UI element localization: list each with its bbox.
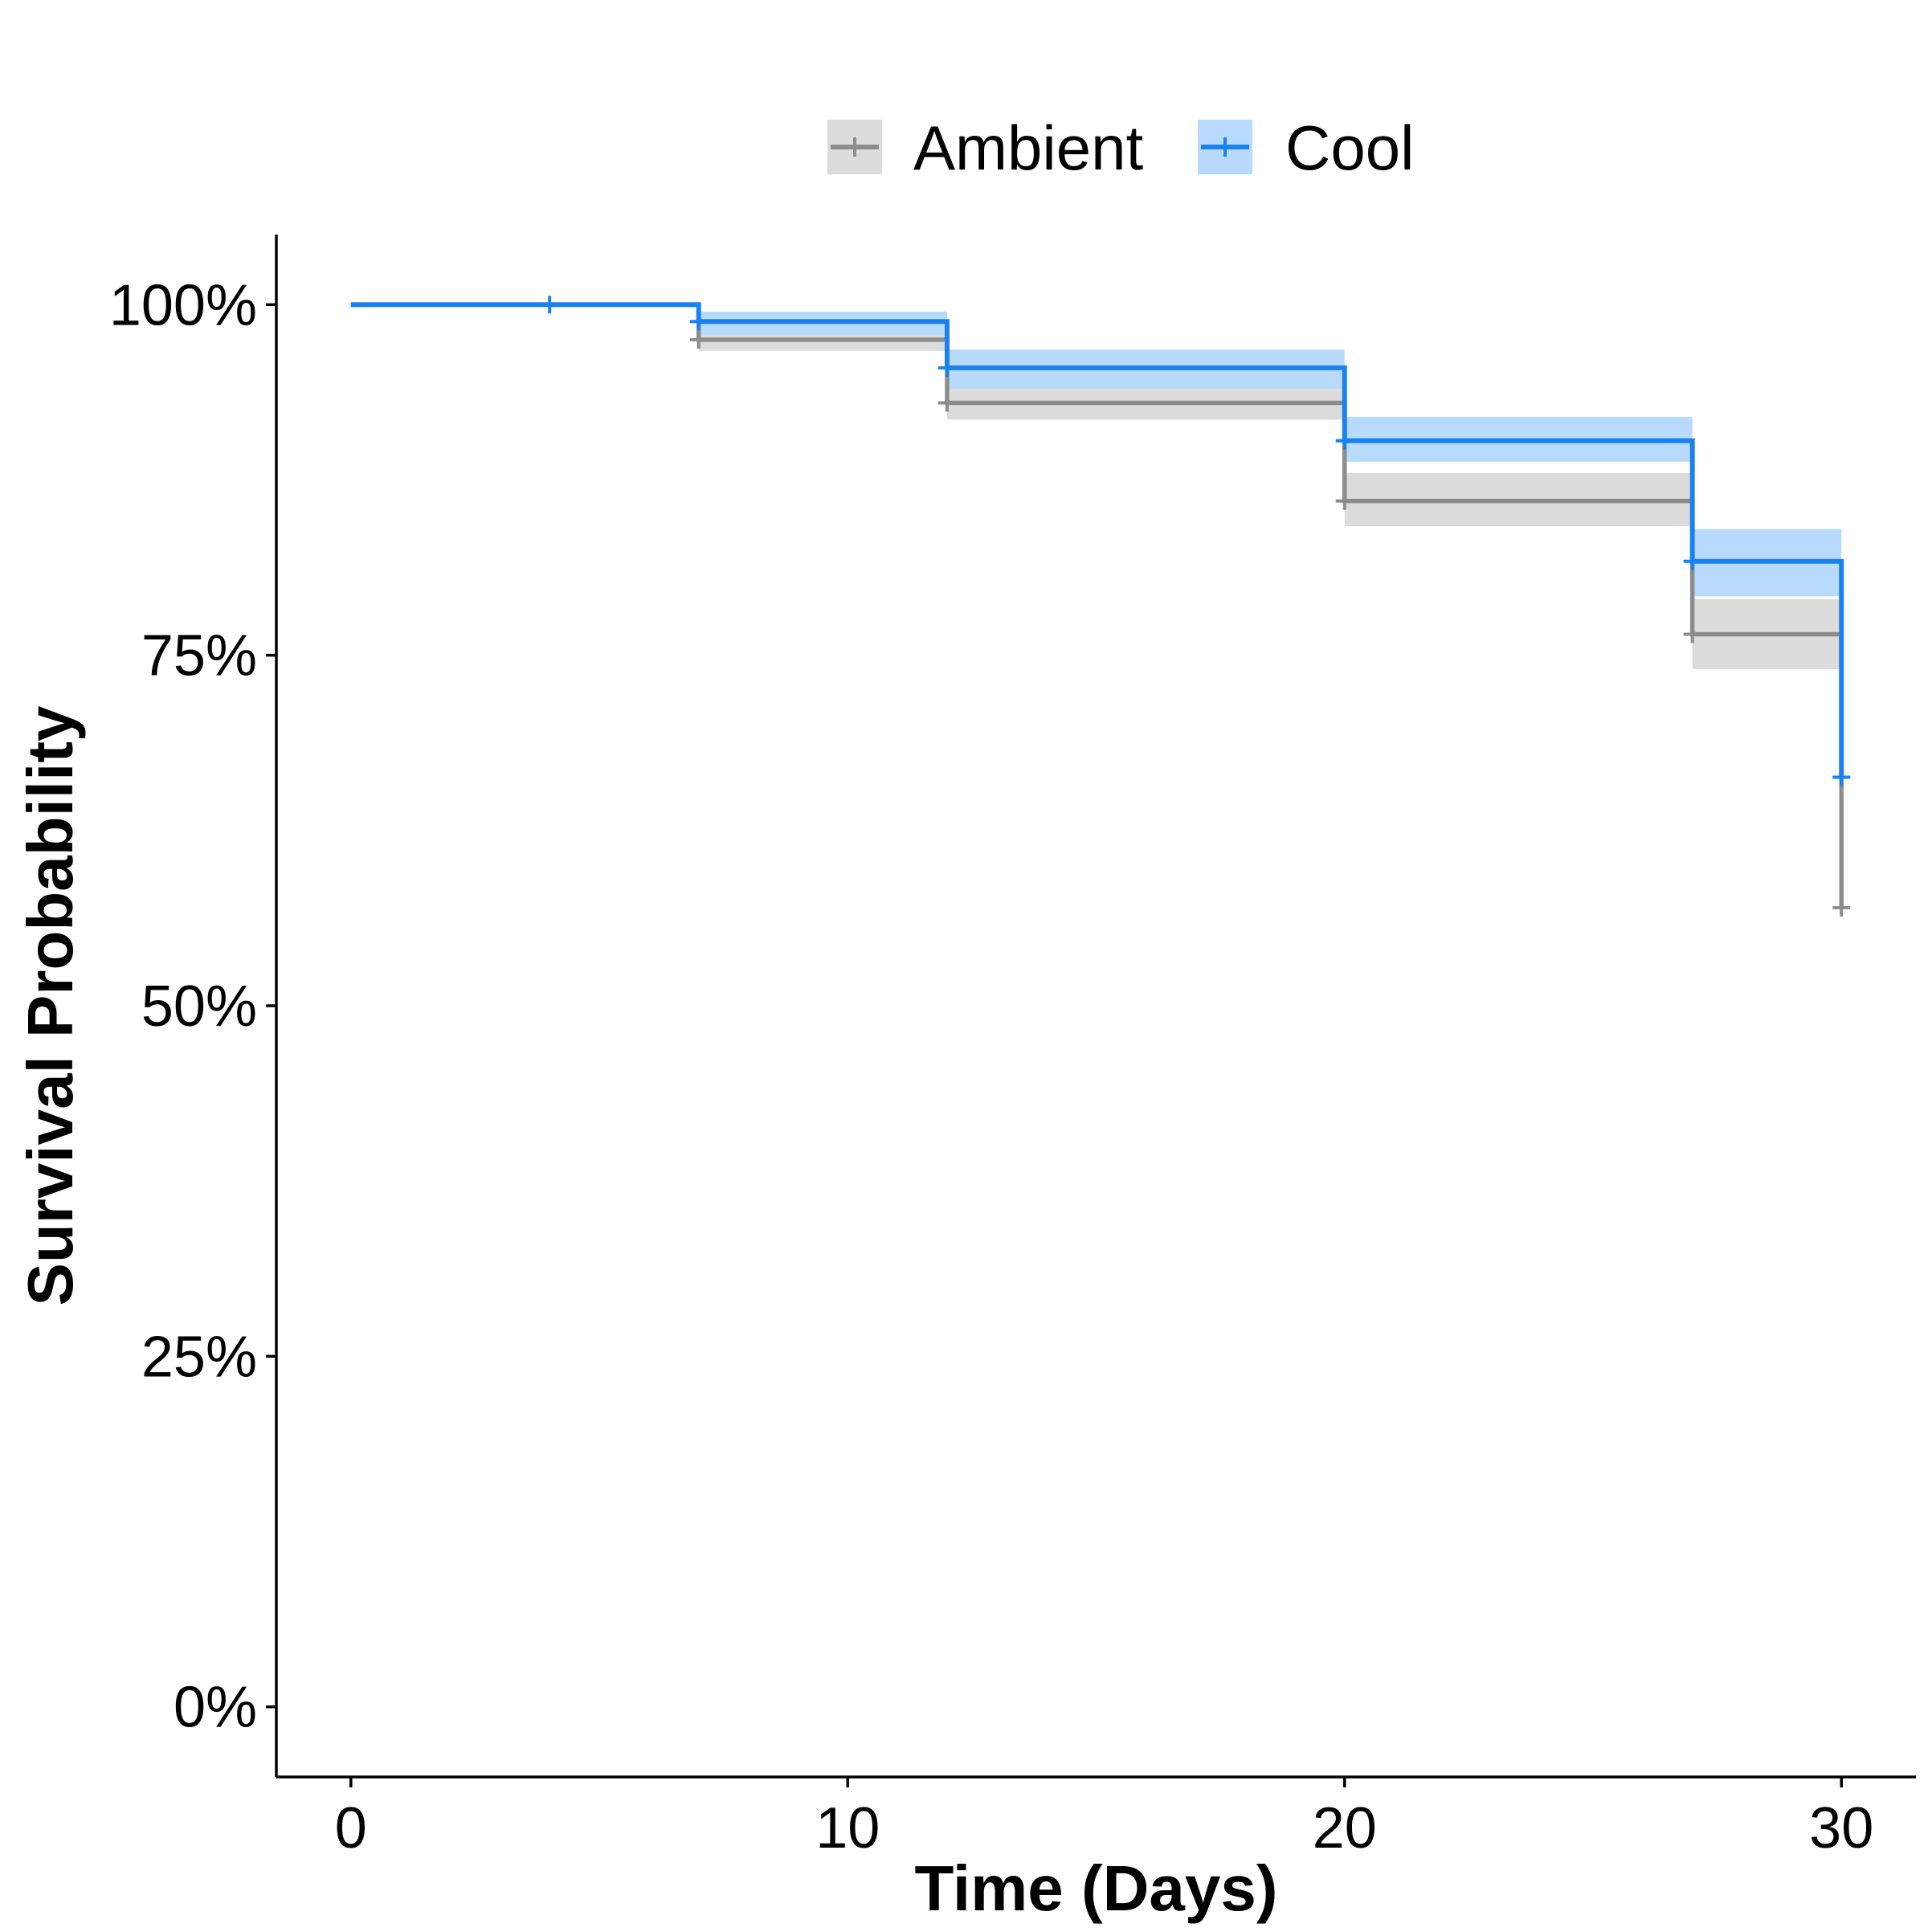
censor-mark-ambient-0 <box>689 330 708 349</box>
x-tick-label: 30 <box>1809 1796 1873 1861</box>
legend-item-cool: Cool <box>1198 112 1414 183</box>
censor-mark-cool-3 <box>1335 431 1354 450</box>
censor-mark-cool-4 <box>1683 552 1701 570</box>
y-tick-label: 50% <box>141 974 257 1039</box>
censor-mark-ambient-2 <box>1335 492 1354 510</box>
censor-mark-ambient-3 <box>1683 625 1701 643</box>
censor-mark-cool-5 <box>1832 768 1851 786</box>
legend: Ambient Cool <box>827 112 1414 183</box>
x-tick-label: 0 <box>335 1796 367 1861</box>
y-axis-title: Survival Probability <box>14 705 86 1305</box>
x-tick-label: 10 <box>815 1796 880 1861</box>
y-tick-label: 0% <box>174 1676 257 1740</box>
y-tick-label: 100% <box>109 273 257 337</box>
y-tick-label: 75% <box>141 624 257 688</box>
legend-label: Ambient <box>913 112 1143 183</box>
censor-marks <box>541 296 1851 917</box>
axes: 0% 25% 50% 75% 100% 0 10 20 30 Time (Days) Surviva… <box>14 235 1916 1924</box>
censor-mark-ambient-4 <box>1832 898 1851 917</box>
censor-mark-cool-0 <box>541 296 559 314</box>
censor-mark-cool-2 <box>937 358 956 377</box>
x-tick-label: 20 <box>1313 1796 1377 1861</box>
legend-label: Cool <box>1285 112 1414 183</box>
y-tick-label: 25% <box>141 1325 257 1389</box>
legend-item-ambient: Ambient <box>827 112 1143 183</box>
censor-mark-cool-1 <box>689 312 708 331</box>
x-axis-title: Time (Days) <box>914 1852 1277 1924</box>
confidence-bands <box>698 312 1842 670</box>
censor-mark-ambient-1 <box>937 394 956 412</box>
